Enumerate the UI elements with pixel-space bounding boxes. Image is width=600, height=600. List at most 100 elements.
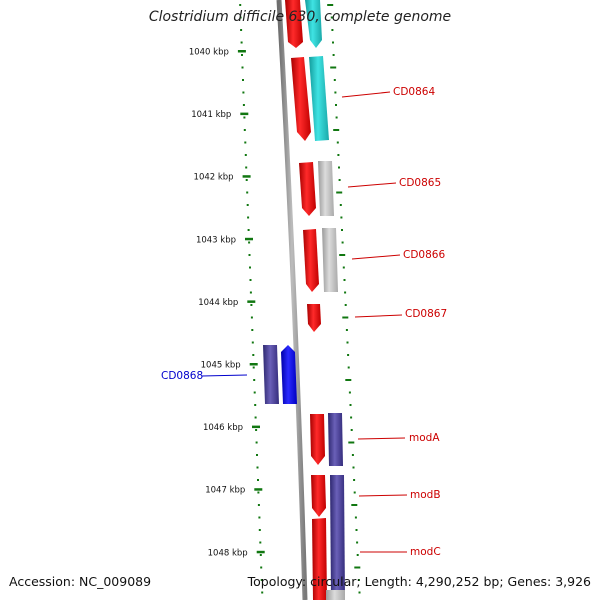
- scale-dot: [251, 341, 254, 344]
- cds-feature[interactable]: [299, 162, 316, 216]
- scale-dot: [261, 591, 264, 594]
- callout-line: [341, 91, 391, 98]
- cds-feature[interactable]: [310, 414, 325, 465]
- scale-dot: [253, 391, 256, 394]
- cyan-feature[interactable]: [305, 0, 322, 48]
- scale-dot: [250, 304, 253, 306]
- scale-dot: [259, 554, 262, 556]
- gray-feature[interactable]: [326, 590, 345, 600]
- cds-feature[interactable]: [312, 518, 327, 600]
- scale-dot: [248, 241, 251, 244]
- map-title: Clostridium difficile 630, complete geno…: [148, 9, 452, 25]
- outer-dot: [336, 191, 343, 194]
- outer-dot: [353, 479, 356, 481]
- scale-dot: [258, 529, 261, 531]
- gray-feature[interactable]: [322, 228, 338, 292]
- scale-dot: [259, 541, 262, 544]
- outer-dot: [341, 229, 343, 231]
- outer-dot: [349, 404, 352, 406]
- cds-feature[interactable]: [307, 304, 321, 332]
- outer-dot: [354, 566, 361, 569]
- scale-dot: [242, 79, 244, 81]
- scale-tick: [242, 175, 251, 178]
- scale-tick: [240, 112, 249, 116]
- outer-dot: [337, 154, 340, 156]
- gene-label-cd0868[interactable]: CD0868: [161, 370, 203, 382]
- callout-lines: [201, 91, 408, 553]
- outer-dot: [344, 304, 347, 306]
- cyan-feature[interactable]: [309, 56, 329, 141]
- outer-dot: [343, 279, 346, 281]
- outer-dot: [342, 266, 345, 269]
- outer-dot: [333, 129, 340, 131]
- scale-dot: [240, 41, 243, 44]
- outer-dot: [331, 29, 334, 31]
- navy-feature[interactable]: [263, 345, 279, 404]
- scale-dot: [254, 416, 257, 419]
- scale-dot: [242, 104, 245, 106]
- scale-dot: [246, 191, 249, 194]
- outer-dot: [356, 541, 359, 544]
- outer-dot: [330, 66, 337, 69]
- scale-dot: [249, 279, 252, 281]
- navy-feature[interactable]: [328, 413, 343, 466]
- outer-dot: [350, 416, 353, 419]
- scale-dot: [246, 204, 249, 206]
- navy-feature[interactable]: [330, 475, 345, 600]
- scale-dot: [247, 216, 250, 219]
- scale-dot: [244, 154, 247, 156]
- outer-dot: [351, 454, 354, 456]
- scale-tick-label: 1041 kbp: [191, 110, 231, 120]
- scale-tick-label: 1044 kbp: [198, 298, 238, 308]
- gene-label-modb[interactable]: modB: [410, 489, 441, 501]
- scale-tick-label: 1042 kbp: [194, 173, 234, 183]
- scale-tick-label: 1040 kbp: [189, 48, 229, 58]
- scale-dot: [245, 179, 248, 181]
- genome-backbone: [276, 0, 308, 600]
- outer-dot: [358, 591, 361, 594]
- scale-dot: [241, 66, 244, 69]
- outer-dot: [345, 329, 348, 331]
- scale-dot: [255, 441, 258, 444]
- scale-tick-label: 1045 kbp: [201, 361, 241, 371]
- gene-label-moda[interactable]: modA: [409, 432, 440, 444]
- scale-dot: [253, 379, 256, 381]
- scale-dot: [240, 29, 243, 31]
- gene-label-cd0867[interactable]: CD0867: [405, 308, 447, 320]
- callout-line: [351, 254, 401, 260]
- outer-dot: [327, 4, 334, 6]
- scale-dot: [243, 129, 246, 131]
- cds-feature[interactable]: [303, 229, 319, 292]
- scale-dot: [258, 516, 261, 519]
- scale-tick: [245, 237, 253, 241]
- cds-feature[interactable]: [311, 475, 326, 517]
- outer-dot: [330, 16, 333, 19]
- scale-dot: [244, 141, 247, 144]
- gene-label-cd0866[interactable]: CD0866: [403, 249, 445, 261]
- scale-dot: [252, 366, 255, 369]
- outer-dot: [356, 554, 359, 556]
- scale-tick: [237, 50, 246, 53]
- scale-tick-label: 1048 kbp: [208, 548, 248, 558]
- scale-dot: [257, 491, 260, 494]
- outer-dotted-ring: [327, 4, 361, 594]
- scale-tick-label: 1047 kbp: [205, 486, 245, 496]
- callout-line: [357, 437, 406, 440]
- scale-dot: [239, 16, 242, 19]
- outer-dot: [335, 116, 338, 119]
- outer-dot: [333, 79, 336, 81]
- cds-feature-reverse[interactable]: [281, 345, 297, 404]
- scale-tick-label: 1043 kbp: [196, 235, 236, 245]
- cds-feature[interactable]: [285, 0, 303, 48]
- scale-dot: [241, 54, 243, 56]
- gene-label-cd0865[interactable]: CD0865: [399, 177, 441, 189]
- scale-tick: [252, 425, 260, 429]
- outer-dot: [339, 254, 346, 256]
- scale-dot: [243, 116, 246, 119]
- gene-label-cd0864[interactable]: CD0864: [393, 86, 435, 98]
- topology-text: Topology: circular; Length: 4,290,252 bp…: [247, 574, 591, 589]
- cds-feature[interactable]: [291, 57, 311, 141]
- gene-label-modc[interactable]: modC: [410, 546, 441, 558]
- gray-feature[interactable]: [318, 161, 334, 216]
